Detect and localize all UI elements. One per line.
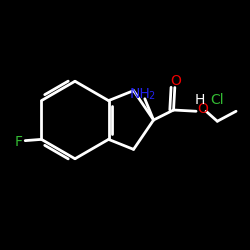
Text: F: F: [15, 135, 23, 149]
Text: H: H: [195, 93, 205, 107]
Text: O: O: [197, 102, 208, 116]
Text: 2: 2: [149, 91, 155, 101]
Text: O: O: [170, 74, 181, 88]
Text: NH: NH: [130, 87, 150, 101]
Text: Cl: Cl: [211, 93, 224, 107]
